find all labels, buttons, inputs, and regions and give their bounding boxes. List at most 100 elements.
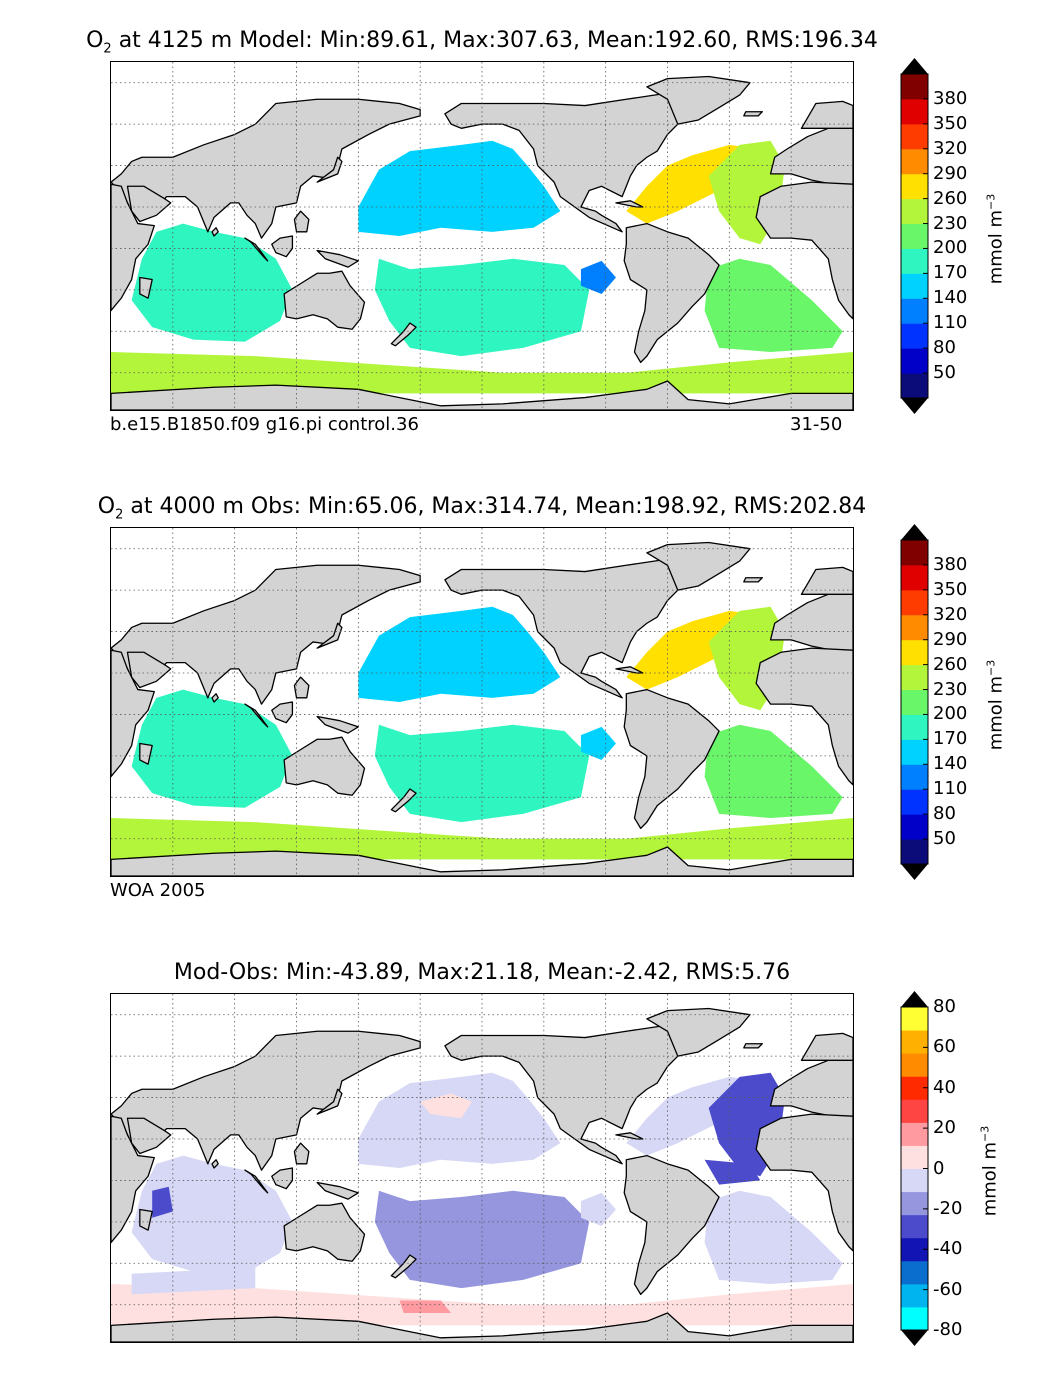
colorbar-over-triangle: [901, 524, 928, 540]
colorbar-segment: [901, 1191, 928, 1216]
colorbar-tick-label: 50: [933, 362, 956, 384]
land-mass: [211, 693, 219, 703]
map-panel-diff: [110, 993, 854, 1343]
land-mass: [800, 1032, 853, 1061]
land-mass: [316, 249, 359, 268]
colorbar-tick-label: 110: [933, 312, 968, 334]
colorbar-tick-label: -60: [933, 1278, 963, 1300]
land-mass: [444, 92, 689, 233]
colorbar-tick-label: 110: [933, 778, 968, 800]
colorbar-obs-svg: [900, 524, 929, 880]
field-east-pacific: [580, 1192, 616, 1226]
field-south-atlantic: [704, 258, 843, 353]
land-mass: [646, 75, 751, 125]
land-mass: [139, 276, 153, 299]
field-patch-positive: [399, 1300, 452, 1313]
land-mass: [444, 558, 689, 699]
colorbar-segment: [901, 540, 928, 566]
colorbar-segment: [901, 839, 928, 865]
colorbar-segment: [901, 1306, 928, 1331]
colorbar-tick-label: 170: [933, 728, 968, 750]
colorbar-tick-label: 230: [933, 678, 968, 700]
field-south-atlantic: [704, 724, 843, 819]
land-mass: [111, 183, 155, 312]
land-mass: [271, 1167, 294, 1190]
land-mass: [139, 742, 153, 765]
field-patch-negative: [152, 1186, 173, 1218]
field-patch-positive: [420, 1093, 472, 1119]
colorbar-tick-label: 80: [933, 337, 956, 359]
land-mass: [646, 541, 751, 591]
map-diff-svg: [111, 994, 853, 1342]
land-mass: [271, 701, 294, 724]
colorbar-segment: [901, 148, 928, 175]
land-mass: [623, 688, 720, 830]
land-mass: [283, 1202, 366, 1262]
field-east-pacific: [580, 726, 616, 760]
land-mass: [126, 185, 172, 223]
colorbar-segment: [901, 1260, 928, 1285]
field-south-pacific: [374, 258, 590, 357]
colorbar-under-triangle: [901, 1330, 928, 1346]
land-mass: [316, 622, 343, 649]
colorbar-tick-label: 380: [933, 553, 968, 575]
colorbar-segment: [901, 348, 928, 374]
colorbar-units-diff: mmol m−3: [978, 1125, 1001, 1217]
colorbar-segment: [901, 589, 928, 616]
footer-case-name: b.e15.B1850.f09 g16.pi control.36: [110, 414, 419, 435]
field-south-atlantic: [704, 1190, 843, 1285]
colorbar-segment: [901, 123, 928, 150]
colorbar-tick-label: 350: [933, 112, 968, 134]
colorbar-tick-label: 350: [933, 578, 968, 600]
land-mass: [623, 1154, 720, 1296]
colorbar-over-triangle: [901, 58, 928, 74]
land-mass: [316, 1088, 343, 1115]
field-north-pacific: [358, 606, 561, 702]
land-mass: [800, 100, 853, 129]
land-mass: [316, 1181, 359, 1200]
land-mass: [211, 227, 219, 237]
land-mass: [615, 200, 644, 208]
colorbar-segment: [901, 1099, 928, 1123]
colorbar-segment: [901, 98, 928, 125]
footer-years: 31-50: [790, 414, 843, 435]
colorbar-segment: [901, 789, 928, 815]
colorbar-segment: [901, 1030, 928, 1054]
land-mass: [769, 589, 853, 651]
colorbar-tick-label: 260: [933, 187, 968, 209]
land-mass: [293, 1142, 310, 1165]
colorbar-tick-label: 320: [933, 137, 968, 159]
colorbar-segment: [901, 1076, 928, 1100]
land-mass: [623, 222, 720, 364]
land-mass: [316, 156, 343, 183]
land-mass: [755, 1113, 853, 1252]
colorbar-segment: [901, 639, 928, 666]
footer-obs-source: WOA 2005: [110, 880, 206, 901]
colorbar-segment: [901, 323, 928, 349]
land-mass: [743, 1043, 763, 1049]
map-panel-obs: [110, 527, 854, 877]
colorbar-tick-label: 290: [933, 162, 968, 184]
colorbar-tick-label: -80: [933, 1319, 963, 1340]
colorbar-segment: [901, 198, 928, 225]
land-mass: [283, 736, 366, 796]
panel-title-diff: Mod-Obs: Min:-43.89, Max:21.18, Mean:-2.…: [173, 960, 791, 985]
map-model-svg: [111, 62, 853, 410]
colorbar-units-model: mmol m−3: [984, 193, 1007, 285]
land-mass: [444, 1024, 689, 1165]
colorbar-tick-label: 380: [933, 87, 968, 109]
colorbar-tick-label: 0: [933, 1157, 945, 1179]
land-mass: [769, 1055, 853, 1117]
land-mass: [769, 123, 853, 185]
field-indian: [131, 223, 293, 342]
colorbar-tick-label: 20: [933, 1117, 956, 1139]
field-indian: [131, 1155, 293, 1274]
colorbar-segment: [901, 689, 928, 715]
colorbar-tick-label: 80: [933, 803, 956, 825]
map-panel-model: [110, 61, 854, 411]
colorbar-over-triangle: [901, 991, 928, 1007]
colorbar-tick-label: 140: [933, 753, 968, 775]
land-mass: [271, 235, 294, 258]
colorbar-model-svg: [900, 58, 929, 414]
land-mass: [293, 210, 310, 233]
